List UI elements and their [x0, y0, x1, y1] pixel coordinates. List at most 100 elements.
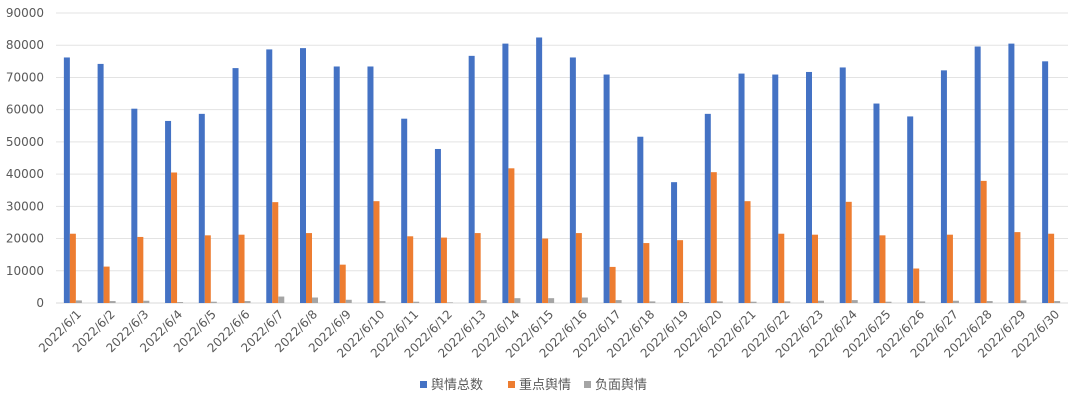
bar-2 — [1048, 233, 1055, 303]
bar-3 — [75, 300, 82, 303]
bar-2 — [643, 243, 650, 303]
bar-1 — [907, 116, 914, 303]
bar-1 — [536, 37, 543, 303]
bar-2 — [542, 238, 549, 303]
legend-swatch — [420, 381, 427, 388]
bar-1 — [300, 48, 306, 303]
y-tick-label: 40000 — [6, 167, 44, 181]
bar-1 — [1042, 61, 1049, 304]
bar-3 — [312, 297, 318, 303]
bar-2 — [204, 235, 211, 303]
bar-1 — [637, 136, 644, 303]
bar-3 — [581, 297, 588, 303]
y-tick-label: 20000 — [6, 232, 44, 246]
y-tick-label: 60000 — [6, 103, 44, 117]
bar-2 — [69, 233, 76, 303]
bar-2 — [137, 236, 144, 303]
legend-label: 负面舆情 — [595, 378, 647, 393]
bar-2 — [1014, 232, 1021, 303]
y-tick-label: 30000 — [6, 199, 44, 213]
bar-1 — [266, 49, 273, 304]
bar-3 — [716, 301, 723, 303]
bar-1 — [63, 57, 70, 303]
y-tick-label: 80000 — [6, 38, 44, 52]
y-tick-label: 50000 — [6, 135, 44, 149]
bar-1 — [401, 118, 408, 303]
bar-3 — [986, 301, 993, 303]
bar-2 — [373, 201, 380, 303]
bar-1 — [839, 67, 846, 303]
gridlines — [56, 12, 1068, 304]
bar-2 — [677, 240, 684, 303]
y-tick-label: 10000 — [6, 264, 44, 278]
bar-3 — [548, 298, 555, 303]
bar-1 — [1008, 43, 1015, 303]
bar-2 — [508, 168, 515, 303]
bar-3 — [818, 300, 824, 303]
bar-3 — [885, 301, 892, 303]
bar-3 — [143, 300, 150, 303]
bar-2 — [744, 201, 751, 303]
bar-2 — [171, 172, 178, 303]
bar-1 — [198, 113, 205, 303]
bar-1 — [502, 43, 509, 303]
bar-1 — [165, 120, 172, 303]
bar-3 — [1054, 301, 1061, 303]
bar-3 — [919, 301, 926, 303]
bar-2 — [845, 201, 852, 303]
bar-1 — [671, 182, 678, 303]
legend-label: 重点舆情 — [519, 377, 571, 393]
bar-3 — [514, 298, 521, 303]
bar-3 — [784, 301, 791, 303]
bar-3 — [177, 302, 184, 303]
bar-1 — [468, 55, 475, 303]
bar-3 — [649, 301, 656, 303]
bar-3 — [480, 300, 487, 303]
bar-1 — [333, 66, 340, 303]
bar-3 — [851, 300, 858, 303]
bar-2 — [812, 234, 818, 303]
bar-1 — [704, 113, 711, 303]
bar-1 — [974, 46, 981, 304]
bar-3 — [379, 301, 386, 303]
bar-2 — [609, 266, 616, 303]
bar-2 — [710, 172, 717, 303]
y-tick-label: 90000 — [6, 6, 44, 20]
bar-2 — [474, 233, 481, 303]
bar-1 — [434, 148, 441, 303]
bar-2 — [339, 264, 346, 303]
bar-1 — [232, 68, 239, 303]
bar-2 — [879, 235, 886, 303]
bar-3 — [278, 296, 285, 303]
bar-3 — [1020, 300, 1027, 303]
bar-3 — [683, 302, 690, 303]
bar-1 — [131, 108, 138, 303]
bars — [63, 37, 1061, 304]
bar-3 — [413, 301, 420, 303]
bar-1 — [772, 74, 779, 304]
bar-3 — [750, 301, 757, 303]
bar-3 — [244, 301, 251, 303]
bar-2 — [575, 233, 582, 303]
bar-3 — [952, 300, 959, 303]
bar-3 — [210, 301, 217, 303]
bar-3 — [446, 302, 453, 303]
bar-2 — [946, 234, 953, 303]
bar-2 — [980, 180, 987, 303]
bar-2 — [913, 268, 920, 303]
bar-1 — [806, 71, 812, 303]
bar-2 — [440, 237, 447, 303]
bar-1 — [97, 63, 104, 304]
bar-3 — [345, 299, 352, 303]
bar-1 — [603, 74, 610, 304]
legend: 舆情总数 重点舆情 负面舆情 — [420, 377, 647, 393]
bar-2 — [306, 233, 312, 303]
bar-2 — [407, 236, 414, 303]
bar-3 — [615, 300, 622, 303]
bar-1 — [940, 70, 947, 303]
bar-2 — [238, 234, 245, 303]
y-tick-label: 70000 — [6, 70, 44, 84]
axes: 0 10000 20000 30000 40000 50000 60000 70000 8000… — [6, 6, 1062, 361]
